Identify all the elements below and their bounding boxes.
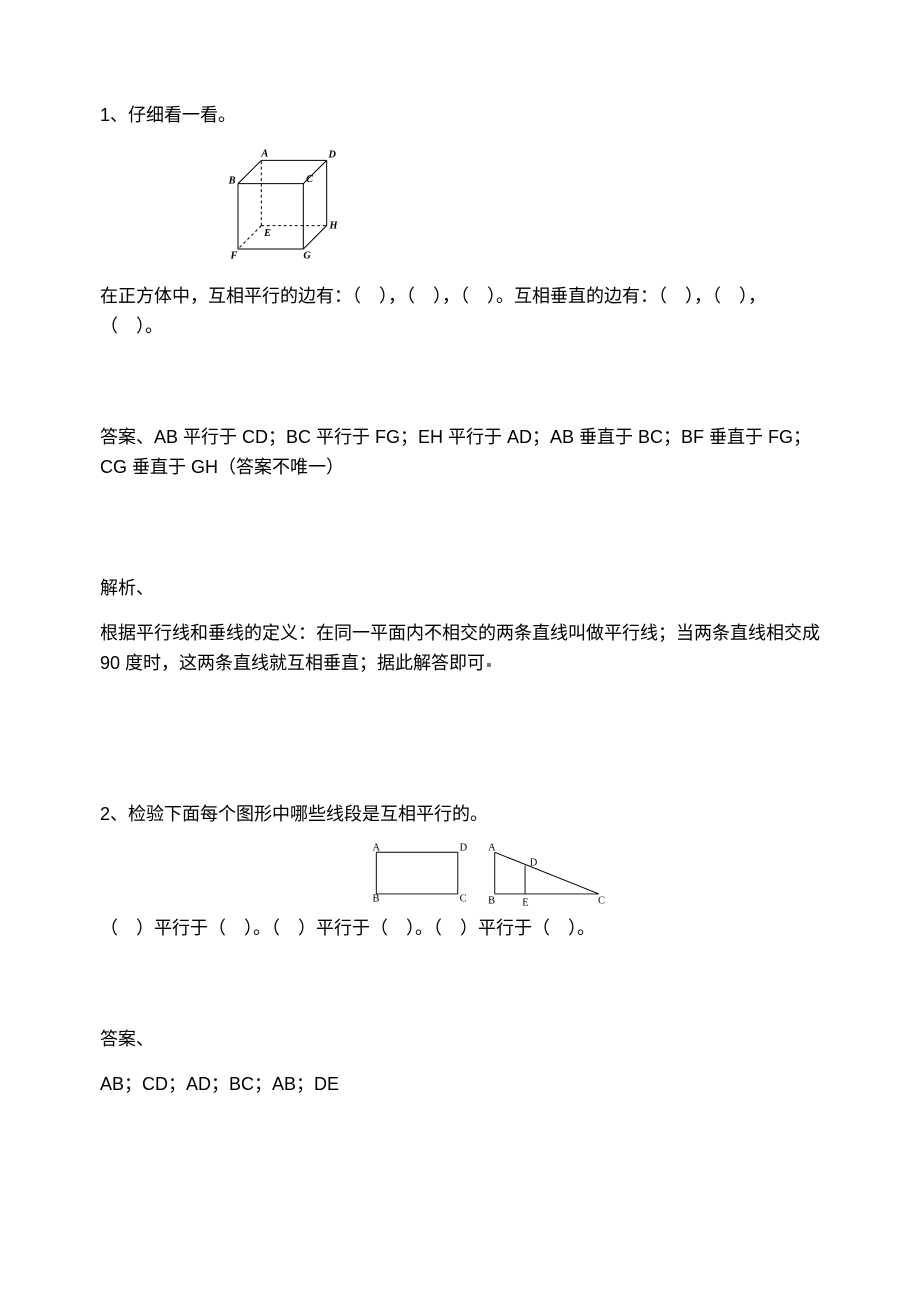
svg-text:B: B — [228, 175, 236, 186]
fig2-svg: A D B C A D B E C — [360, 839, 620, 911]
q2-title: 2、检验下面每个图形中哪些线段是互相平行的。 — [100, 799, 820, 830]
question-1: 1、仔细看一看。 A D B C E H F G 在正方体中，互相平行的边有：（ ），（ ），… — [100, 100, 820, 679]
svg-text:E: E — [263, 228, 271, 239]
q1-body-line1: 在正方体中，互相平行的边有：（ ），（ ），（ ）。互相垂直的边有：（ ），（ … — [100, 281, 820, 312]
svg-text:A: A — [488, 843, 496, 854]
q1-analysis-text: 根据平行线和垂线的定义：在同一平面内不相交的两条直线叫做平行线；当两条直线相交成… — [100, 623, 820, 674]
svg-text:F: F — [230, 250, 238, 261]
svg-text:H: H — [328, 220, 338, 231]
svg-text:D: D — [328, 149, 337, 160]
q2-answer-text: AB；CD；AD；BC；AB；DE — [100, 1069, 820, 1100]
svg-text:A: A — [260, 148, 268, 159]
q1-answer: 答案、AB 平行于 CD；BC 平行于 FG；EH 平行于 AD；AB 垂直于 … — [100, 422, 820, 483]
cube-svg: A D B C E H F G — [210, 137, 350, 277]
q1-answer-text: AB 平行于 CD；BC 平行于 FG；EH 平行于 AD；AB 垂直于 BC；… — [100, 427, 811, 478]
svg-text:D: D — [530, 858, 538, 869]
svg-text:G: G — [303, 250, 311, 261]
q2-figure: A D B C A D B E C — [360, 839, 620, 911]
q1-analysis-label: 解析、 — [100, 573, 820, 604]
q2-answer-label: 答案、 — [100, 1024, 820, 1055]
q2-fill-line: （ ）平行于（ ）。（ ）平行于（ ）。（ ）平行于（ ）。 — [100, 913, 820, 944]
svg-text:C: C — [598, 896, 605, 907]
q1-analysis-body: 根据平行线和垂线的定义：在同一平面内不相交的两条直线叫做平行线；当两条直线相交成… — [100, 618, 820, 679]
answer-label: 答案、 — [100, 427, 154, 447]
svg-text:A: A — [373, 843, 381, 854]
cube-figure: A D B C E H F G — [210, 137, 350, 277]
svg-text:C: C — [460, 894, 467, 905]
q1-body-line2: （ ）。 — [100, 311, 820, 342]
q1-title: 1、仔细看一看。 — [100, 100, 820, 131]
svg-text:B: B — [488, 896, 495, 907]
svg-text:D: D — [460, 843, 468, 854]
question-2: 2、检验下面每个图形中哪些线段是互相平行的。 A D B C A D B E C （ ）平行于（… — [100, 799, 820, 1099]
svg-text:C: C — [306, 173, 313, 184]
stop-icon — [487, 663, 491, 667]
svg-text:E: E — [522, 898, 528, 909]
svg-text:B: B — [373, 894, 380, 905]
